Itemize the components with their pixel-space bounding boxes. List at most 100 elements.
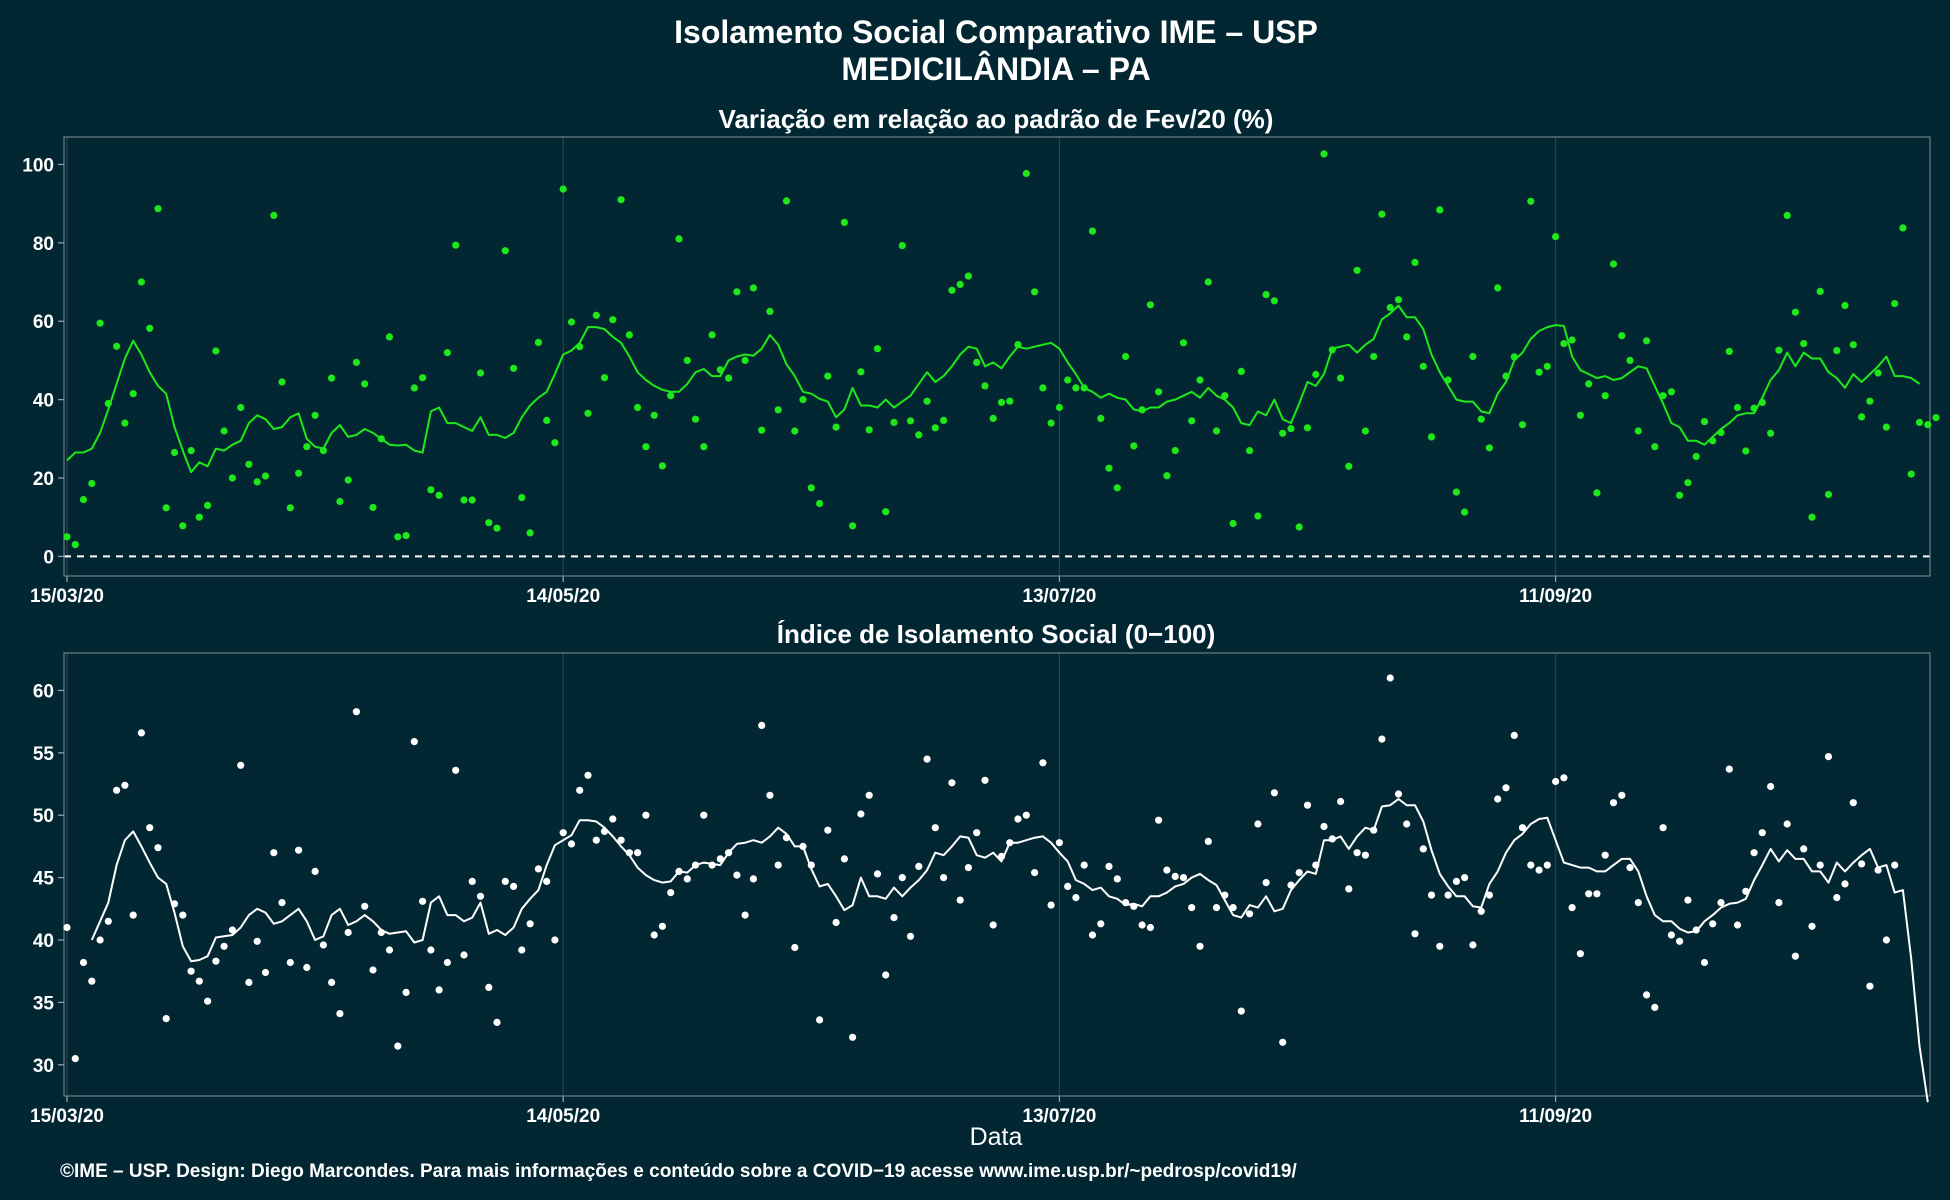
data-point	[286, 958, 294, 967]
data-point	[501, 877, 509, 886]
data-point	[683, 356, 691, 364]
data-point	[1419, 362, 1427, 370]
data-point	[592, 311, 600, 319]
data-point	[749, 284, 758, 292]
data-point	[1494, 795, 1502, 803]
y-tick-label: 40	[33, 391, 54, 412]
data-point	[1196, 376, 1204, 384]
data-point	[1684, 479, 1692, 487]
panel-indice: 30 35 40 45 50 55 60 15/03/20 14/05/20 13/07/20 11…	[30, 652, 1931, 1127]
data-point	[931, 424, 939, 432]
data-point	[1518, 824, 1527, 832]
data-point	[1031, 869, 1039, 877]
data-point	[220, 427, 228, 435]
data-point	[1444, 891, 1452, 899]
data-point	[956, 896, 964, 904]
data-point	[79, 496, 88, 504]
data-point	[1651, 1003, 1659, 1012]
data-point	[865, 426, 873, 434]
data-point	[1279, 429, 1287, 437]
data-point	[303, 963, 311, 972]
data-point	[1394, 296, 1403, 304]
data-point	[1858, 413, 1866, 421]
data-point	[758, 721, 766, 730]
data-point	[1485, 891, 1493, 899]
x-tick-label: 13/07/20	[1022, 1106, 1096, 1127]
data-point	[1163, 472, 1171, 480]
data-point	[989, 921, 997, 929]
data-point	[212, 347, 220, 355]
data-point	[1692, 452, 1700, 461]
data-point	[1361, 851, 1369, 859]
data-point	[1055, 839, 1063, 847]
data-point	[1353, 266, 1361, 274]
data-point	[948, 779, 956, 787]
data-point	[923, 755, 931, 763]
data-point	[410, 738, 418, 746]
data-point	[1055, 403, 1063, 412]
data-point	[1270, 789, 1278, 797]
data-point	[319, 941, 327, 949]
data-point	[1816, 861, 1824, 869]
data-point	[1791, 308, 1799, 316]
data-point	[1427, 433, 1436, 441]
data-point	[1303, 424, 1312, 432]
data-point	[71, 1055, 79, 1063]
data-point	[964, 272, 973, 280]
data-point	[245, 460, 253, 468]
data-point	[857, 368, 865, 376]
data-point	[534, 865, 543, 873]
data-point	[609, 815, 617, 823]
data-point	[228, 474, 236, 482]
data-point	[204, 997, 212, 1005]
data-point	[1849, 799, 1857, 807]
data-point	[1403, 333, 1411, 341]
data-point	[1767, 782, 1775, 791]
data-point	[551, 439, 559, 447]
data-point	[1461, 874, 1469, 882]
data-point	[1155, 388, 1163, 396]
data-point	[733, 288, 741, 296]
data-point	[667, 889, 675, 897]
data-point	[824, 826, 832, 834]
data-point	[88, 977, 96, 985]
data-point	[220, 942, 228, 950]
data-point	[204, 501, 212, 509]
data-point	[1651, 443, 1659, 451]
data-point	[336, 497, 344, 506]
data-point	[1386, 674, 1394, 682]
data-point	[1841, 301, 1849, 310]
x-tick-label: 15/03/20	[30, 586, 104, 607]
data-point	[137, 729, 145, 737]
data-point	[154, 844, 162, 852]
data-point	[658, 922, 667, 930]
y-tick-label: 50	[33, 806, 54, 827]
data-point	[1345, 462, 1353, 470]
data-point	[832, 423, 840, 431]
data-point	[1254, 820, 1262, 828]
data-point	[162, 504, 170, 512]
data-point	[997, 398, 1006, 406]
data-point	[782, 197, 791, 205]
data-point	[518, 494, 526, 502]
data-point	[1461, 508, 1469, 516]
data-point	[1808, 513, 1816, 521]
data-point	[485, 983, 493, 992]
data-point	[195, 513, 203, 521]
data-point	[1775, 899, 1783, 907]
data-point	[1800, 845, 1808, 853]
data-point	[1552, 777, 1560, 786]
data-point	[113, 786, 121, 794]
data-point	[774, 861, 782, 869]
data-point	[344, 476, 352, 484]
data-point	[344, 928, 352, 937]
data-point	[882, 971, 890, 979]
data-point	[237, 761, 245, 769]
data-point	[146, 324, 154, 332]
data-point	[121, 781, 129, 789]
data-point	[956, 280, 964, 288]
data-point	[981, 776, 989, 784]
data-point	[1171, 872, 1179, 881]
data-point	[402, 988, 410, 997]
data-point	[1419, 845, 1427, 853]
